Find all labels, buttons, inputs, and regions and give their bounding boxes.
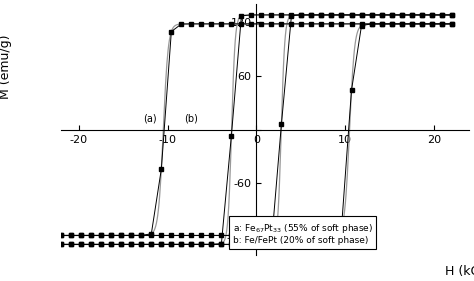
Text: (a): (a) (143, 114, 156, 124)
Y-axis label: M (emu/g): M (emu/g) (0, 35, 12, 99)
Text: (b): (b) (183, 114, 198, 124)
Text: a: Fe$_{67}$Pt$_{33}$ (55% of soft phase)
b: Fe/FePt (20% of soft phase): a: Fe$_{67}$Pt$_{33}$ (55% of soft phase… (233, 222, 373, 245)
X-axis label: H (kOe): H (kOe) (446, 265, 474, 278)
